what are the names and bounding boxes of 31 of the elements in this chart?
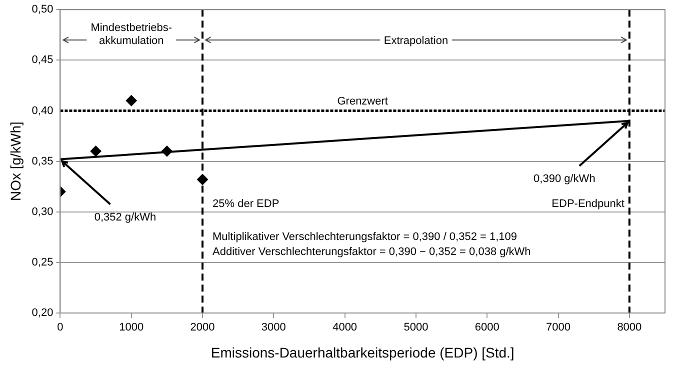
y-tick-label: 0,20 [32,307,54,320]
annotation: Mindestbetriebs- akkumulation [90,22,172,47]
annotation: 0,352 g/kWh [94,211,156,224]
ref-line-label: EDP-Endpunkt [552,198,624,210]
x-tick-label: 1000 [119,322,144,334]
y-tick-label: 0,40 [32,104,54,117]
annotation: Multiplikativer Verschlechterungsfaktor = 0,390 / 0,352 = 1,109 [212,231,518,244]
x-tick-label: 8000 [617,322,642,334]
ref-line-label: Grenzwert [337,96,388,108]
point [161,146,172,157]
x-tick-label: 4000 [332,322,358,334]
x-tick-label: 3000 [261,322,286,334]
annotation: Additiver Verschlechterungsfaktor = 0,390 − 0,352 = 0,038 g/kWh [212,246,531,258]
point [197,174,208,186]
ref-line-label: 25% der EDP [212,198,280,210]
y-tick-label: 0,30 [32,206,54,218]
y-tick-label: 0,35 [32,155,54,168]
point [126,95,137,106]
x-tick-label: 2000 [190,322,215,334]
y-tick-label: 0,45 [32,54,54,66]
x-tick-label: 5000 [404,322,428,334]
y-tick-label: 0,25 [32,256,54,268]
y-axis-title: NOx [g/kWh] [7,122,24,201]
annotation: Extrapolation [384,34,448,47]
x-tick-label: 0 [57,322,64,334]
y-tick-label: 0,50 [32,4,54,16]
x-axis-title: Emissions-Dauerhaltbarkeitsperiode (EDP) [Std.] [210,344,514,360]
x-tick-label: 6000 [474,322,500,334]
x-tick-label: 7000 [546,322,571,334]
point [90,146,102,157]
annotation: 0,390 g/kWh [534,172,596,185]
